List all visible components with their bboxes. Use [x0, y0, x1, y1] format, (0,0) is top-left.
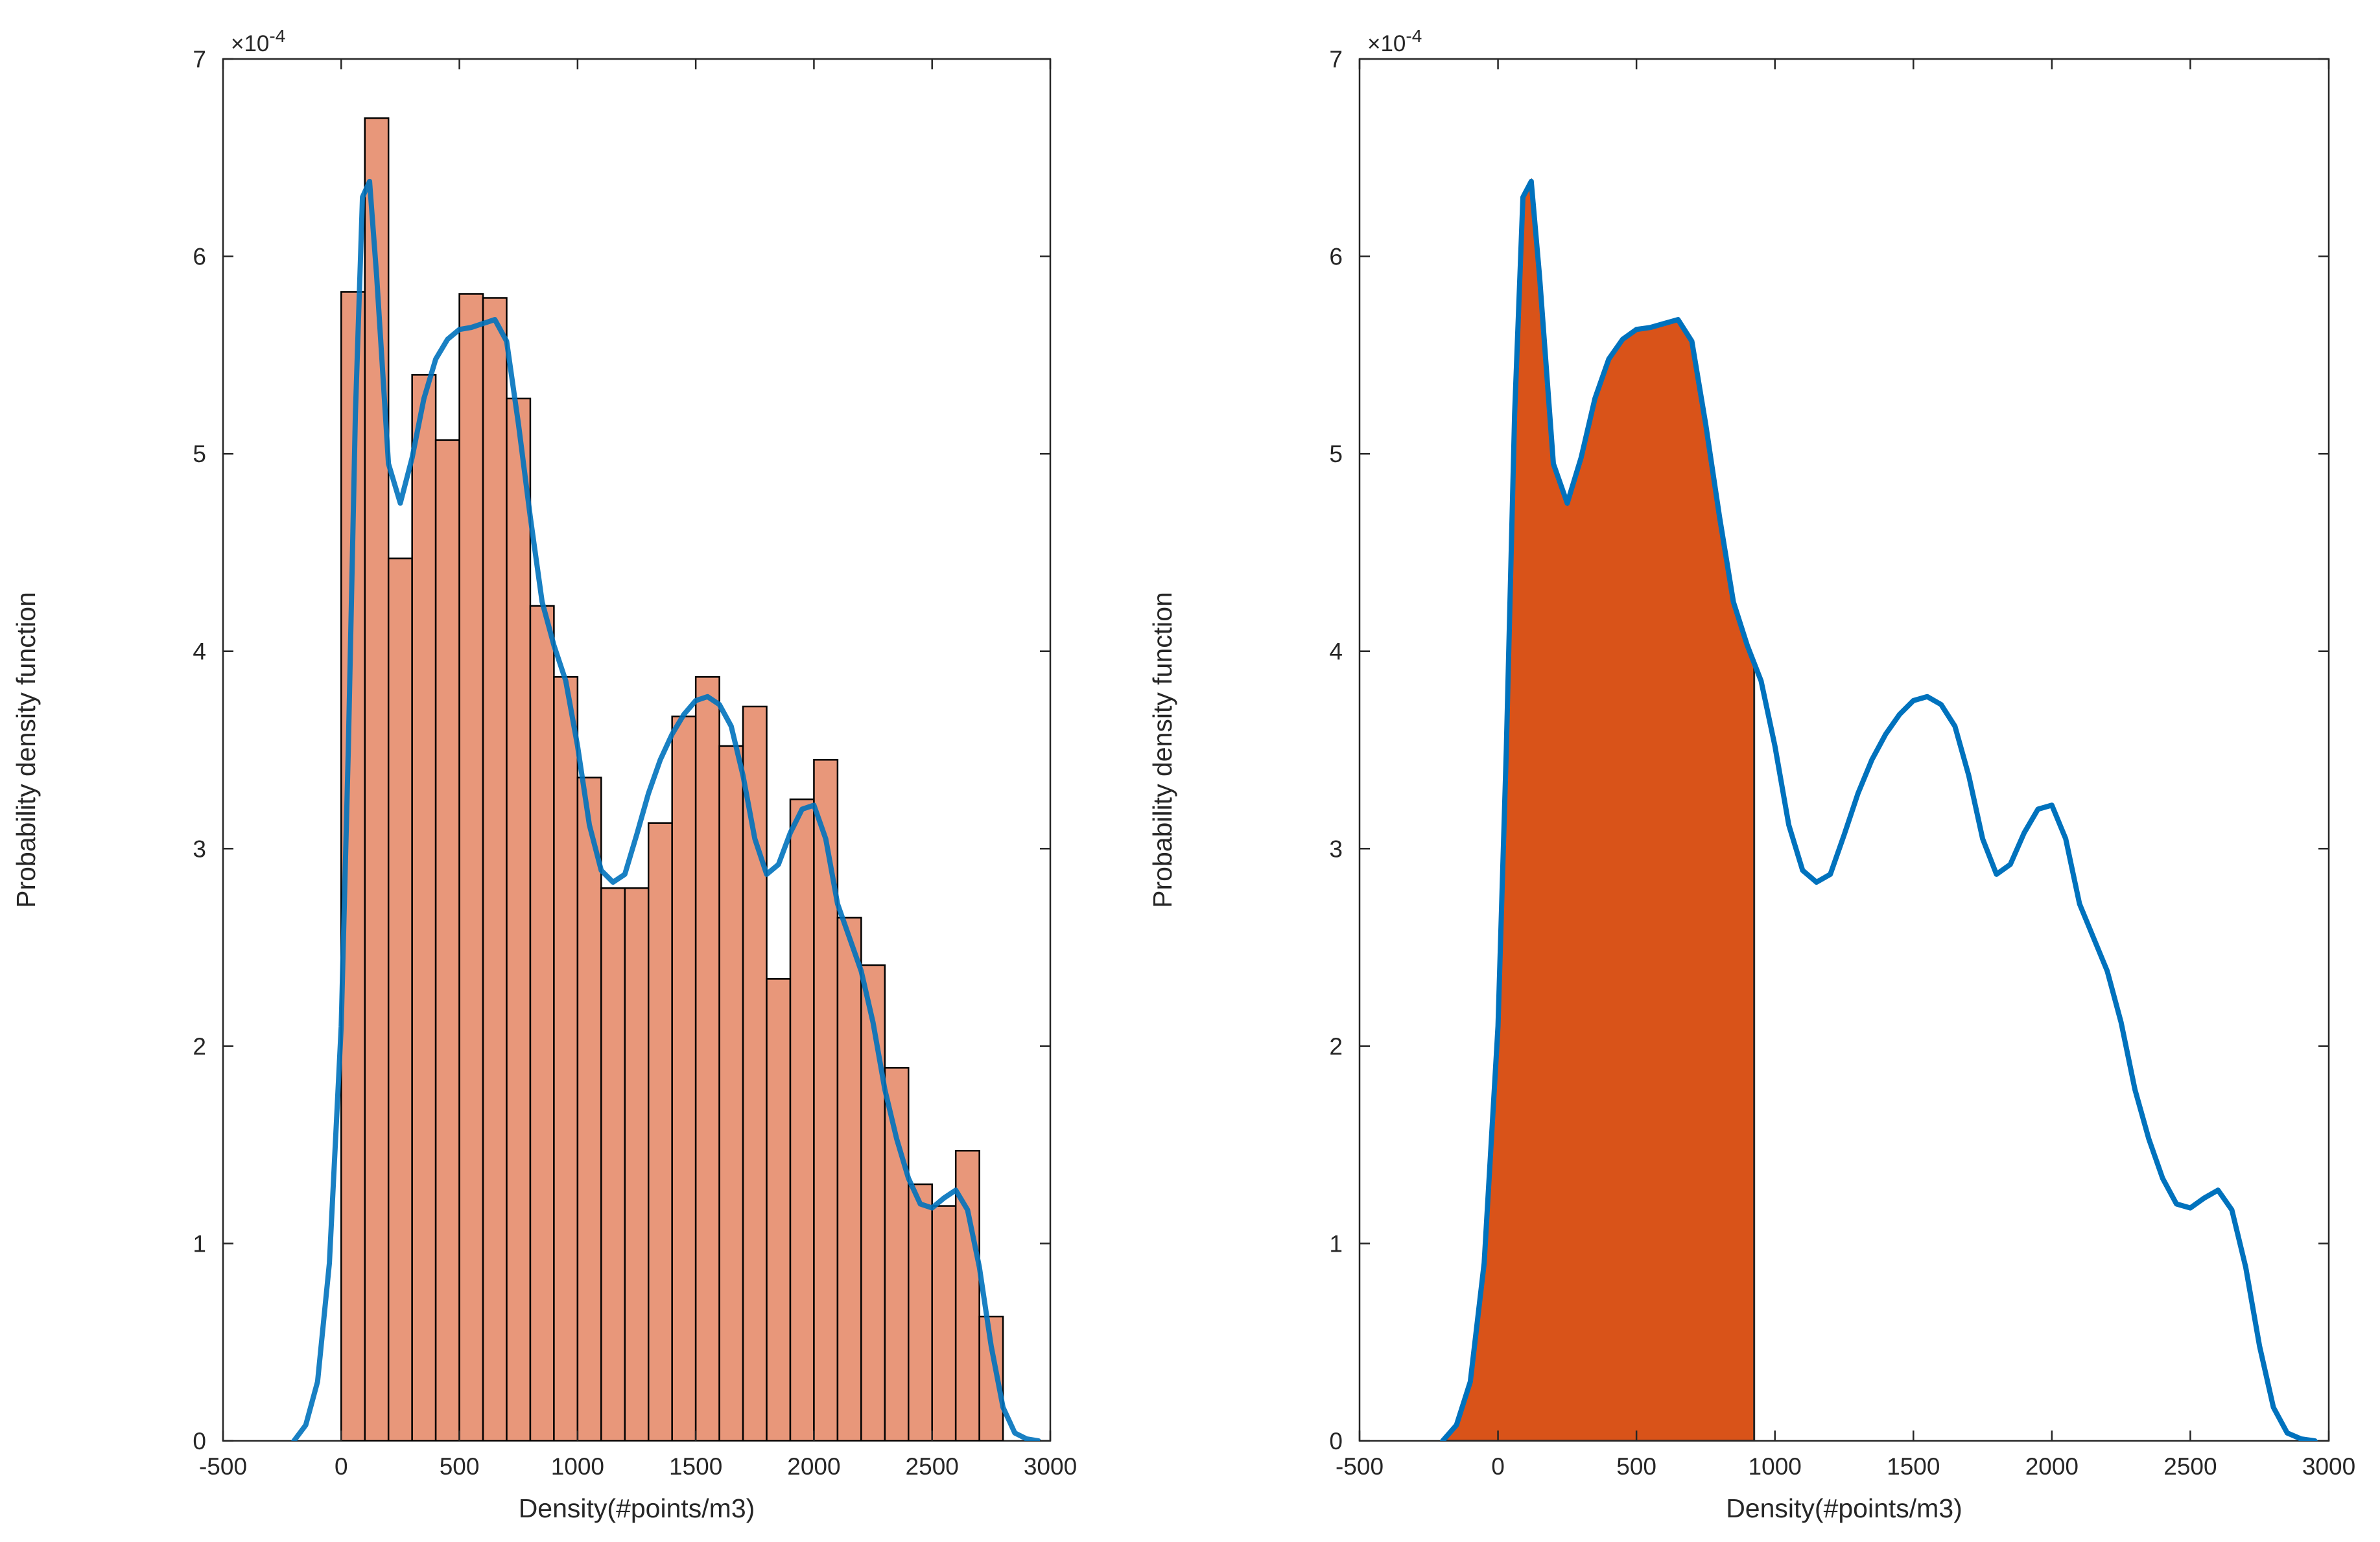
x-tick-label: 2500: [906, 1453, 959, 1480]
histogram-bar: [694, 676, 720, 1441]
pdf-curve: [291, 178, 1041, 1441]
histogram-bar: [553, 676, 579, 1441]
y-axis-label: Probability density function: [11, 592, 41, 908]
x-tick-label: -500: [199, 1453, 247, 1480]
histogram-bar: [529, 605, 555, 1441]
histogram-bar: [813, 758, 839, 1441]
x-tick-label: 500: [440, 1453, 480, 1480]
x-tick-label: 500: [1616, 1453, 1656, 1480]
x-tick-label: 2000: [2025, 1453, 2079, 1480]
plot-content: [1440, 178, 2318, 1441]
y-tick-label: 7: [193, 46, 206, 73]
x-tick-label: 2000: [787, 1453, 840, 1480]
chart-panel-2: -500 0 500 1000 1500 2000 2500 300001234567×10-…: [1148, 26, 2355, 1523]
histogram-bar: [576, 777, 602, 1441]
histogram-bar: [742, 705, 768, 1441]
histogram-bar: [718, 745, 744, 1441]
histogram-bar: [364, 117, 390, 1441]
x-tick-label: 1500: [669, 1453, 722, 1480]
histogram-bar: [411, 374, 437, 1441]
y-tick-label: 1: [1329, 1230, 1343, 1257]
x-tick-label: -500: [1336, 1453, 1384, 1480]
x-tick-label: 3000: [1024, 1453, 1077, 1480]
histogram-bar: [671, 715, 697, 1441]
y-tick-label: 5: [1329, 441, 1343, 467]
x-axis-label: Density(#points/m3): [519, 1493, 755, 1523]
histogram-bar: [387, 557, 413, 1441]
chart-panel-1: -500 0 500 1000 1500 2000 2500 300001234567×10-…: [11, 26, 1077, 1523]
y-exponent-power: -4: [269, 26, 285, 46]
y-tick-label: 3: [193, 835, 206, 862]
plot-content: [291, 117, 1041, 1441]
histogram-bar: [458, 293, 484, 1441]
y-tick-label: 3: [1329, 835, 1343, 862]
histogram-bar: [766, 978, 792, 1441]
y-axis-label: Probability density function: [1148, 592, 1177, 908]
y-exponent-label: ×10-4: [1367, 26, 1422, 56]
y-tick-label: 2: [193, 1033, 206, 1060]
histogram-bar: [836, 917, 862, 1441]
x-tick-label: 1000: [1749, 1453, 1802, 1480]
x-tick-label: 3000: [2302, 1453, 2355, 1480]
y-tick-label: 6: [193, 244, 206, 270]
histogram-bar: [624, 887, 650, 1441]
y-exponent-base: ×10: [1367, 31, 1406, 56]
histogram-bar: [789, 798, 815, 1441]
x-tick-label: 0: [335, 1453, 348, 1480]
histogram-bar: [647, 822, 673, 1441]
y-tick-label: 7: [1329, 46, 1343, 73]
y-tick-label: 5: [193, 441, 206, 467]
y-tick-label: 1: [193, 1230, 206, 1257]
x-tick-label: 2500: [2163, 1453, 2217, 1480]
x-axis-label: Density(#points/m3): [1726, 1493, 1962, 1523]
y-tick-label: 2: [1329, 1033, 1343, 1060]
histogram-bar: [884, 1067, 910, 1441]
y-tick-label: 6: [1329, 244, 1343, 270]
pdf-curve: [1440, 178, 2318, 1441]
y-tick-label: 0: [193, 1428, 206, 1454]
x-tick-label: 0: [1491, 1453, 1505, 1480]
y-tick-label: 4: [193, 638, 206, 665]
y-tick-label: 4: [1329, 638, 1343, 665]
histogram-bar: [860, 964, 886, 1441]
histogram-bar: [931, 1205, 957, 1441]
histogram-bar: [434, 439, 460, 1441]
y-exponent-base: ×10: [231, 31, 269, 56]
x-tick-label: 1000: [551, 1453, 604, 1480]
histogram-bar: [600, 887, 626, 1441]
histogram-bar: [506, 397, 532, 1441]
y-exponent-label: ×10-4: [231, 26, 285, 56]
histogram-bar: [908, 1183, 933, 1441]
y-exponent-power: -4: [1406, 26, 1422, 46]
y-tick-label: 0: [1329, 1428, 1343, 1454]
x-tick-label: 1500: [1887, 1453, 1940, 1480]
histogram-bar: [482, 297, 508, 1441]
